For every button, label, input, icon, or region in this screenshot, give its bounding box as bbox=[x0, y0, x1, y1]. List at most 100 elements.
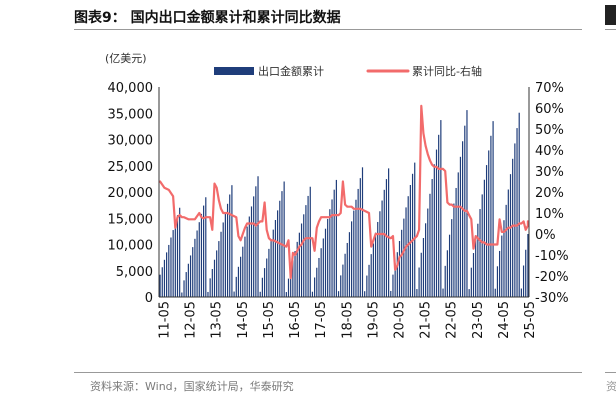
bar-month bbox=[331, 199, 333, 297]
bar-month bbox=[248, 216, 250, 297]
bar-month bbox=[174, 222, 176, 297]
bar-month bbox=[161, 267, 163, 297]
bar-month bbox=[229, 194, 231, 297]
axes bbox=[158, 87, 530, 298]
bar-month bbox=[351, 221, 353, 297]
bar-month bbox=[335, 179, 337, 297]
bar-month bbox=[283, 181, 285, 297]
bar-month bbox=[233, 291, 235, 297]
bar-month bbox=[411, 173, 414, 297]
bar-month bbox=[311, 291, 314, 297]
bar-month bbox=[253, 196, 255, 297]
bar-month bbox=[472, 253, 475, 297]
bar-month bbox=[318, 257, 320, 297]
bar-month bbox=[431, 179, 433, 297]
bar-month bbox=[342, 264, 344, 297]
bar-month bbox=[222, 222, 224, 297]
bar-month bbox=[501, 235, 503, 297]
bar-month bbox=[383, 189, 385, 297]
bar-month bbox=[209, 278, 211, 297]
edge-mark-top bbox=[605, 5, 616, 25]
left-tick-label: 25,000 bbox=[108, 160, 154, 175]
bar-month bbox=[211, 269, 213, 297]
bar-month bbox=[496, 266, 499, 297]
bar-month bbox=[242, 246, 244, 297]
bar-month bbox=[425, 223, 427, 297]
x-tick-label: 25-05 bbox=[523, 301, 538, 339]
bar-month bbox=[244, 236, 246, 297]
bar-month bbox=[505, 204, 507, 297]
bar-month bbox=[300, 223, 303, 297]
bar-month bbox=[181, 292, 183, 297]
bar-month bbox=[444, 265, 446, 297]
bar-month bbox=[272, 229, 274, 297]
bar-month bbox=[166, 252, 168, 297]
bar-month bbox=[287, 278, 290, 297]
bar-month bbox=[220, 231, 222, 297]
bar-month bbox=[183, 280, 185, 297]
bar-month bbox=[235, 276, 237, 297]
x-tick-label: 20-05 bbox=[393, 301, 408, 339]
right-tick-label: 40% bbox=[535, 144, 564, 159]
bar-month bbox=[370, 254, 372, 297]
bar-month bbox=[525, 249, 527, 297]
bar-month bbox=[294, 251, 296, 297]
bar-month bbox=[507, 189, 509, 297]
bar-month bbox=[203, 205, 205, 297]
right-tick-label: -10% bbox=[535, 249, 569, 264]
bar-month bbox=[374, 232, 377, 297]
bar-month bbox=[176, 215, 179, 297]
bar-month bbox=[257, 176, 259, 297]
bar-month bbox=[448, 234, 451, 297]
bar-month bbox=[379, 211, 381, 297]
bar-month bbox=[494, 288, 496, 297]
x-tick-label: 14-05 bbox=[236, 301, 251, 339]
bar-month bbox=[261, 277, 263, 297]
bar-month bbox=[292, 260, 294, 297]
bar-month bbox=[255, 186, 257, 297]
bar-month bbox=[309, 186, 311, 297]
bar-month bbox=[263, 268, 266, 297]
bar-month bbox=[353, 210, 355, 297]
bar-month bbox=[192, 247, 194, 297]
bar-month bbox=[416, 289, 418, 297]
bar-month bbox=[194, 238, 196, 297]
bar-month bbox=[485, 165, 488, 297]
x-tick-label: 23-05 bbox=[471, 301, 486, 339]
bar-month bbox=[250, 206, 253, 297]
legend-line-label: 累计同比-右轴 bbox=[412, 64, 482, 78]
bar-month bbox=[168, 244, 170, 297]
bar-month bbox=[420, 252, 422, 297]
bar-month bbox=[490, 135, 492, 297]
bar-month bbox=[396, 252, 398, 297]
legend: 出口金额累计 累计同比-右轴 bbox=[214, 64, 482, 78]
bar-month bbox=[405, 207, 407, 297]
legend-bar-swatch bbox=[214, 67, 254, 75]
bar-month bbox=[296, 241, 298, 297]
left-tick-label: 40,000 bbox=[108, 81, 154, 96]
bar-month bbox=[499, 250, 501, 297]
bar-month bbox=[327, 218, 329, 297]
bar-month bbox=[216, 250, 218, 297]
x-tick-label: 19-05 bbox=[366, 301, 381, 339]
x-tick-label: 21-05 bbox=[419, 301, 434, 339]
bar-month bbox=[285, 292, 287, 297]
bar-month bbox=[429, 193, 431, 297]
bar-month bbox=[237, 266, 240, 297]
left-tick-label: 15,000 bbox=[108, 212, 154, 227]
bar-month bbox=[453, 203, 455, 297]
bar-month bbox=[355, 199, 357, 297]
bar-month bbox=[364, 291, 366, 297]
bar-month bbox=[390, 290, 392, 297]
bar-month bbox=[259, 291, 261, 297]
yoy-line bbox=[159, 104, 529, 280]
bar-month bbox=[274, 220, 277, 297]
bar-month bbox=[198, 222, 200, 297]
bar-month bbox=[200, 213, 203, 297]
bar-month bbox=[407, 196, 409, 297]
bar-month bbox=[368, 264, 370, 297]
bar-month bbox=[398, 241, 401, 297]
left-tick-label: 20,000 bbox=[108, 186, 154, 201]
bar-month bbox=[196, 230, 198, 297]
bar-month bbox=[172, 230, 174, 297]
